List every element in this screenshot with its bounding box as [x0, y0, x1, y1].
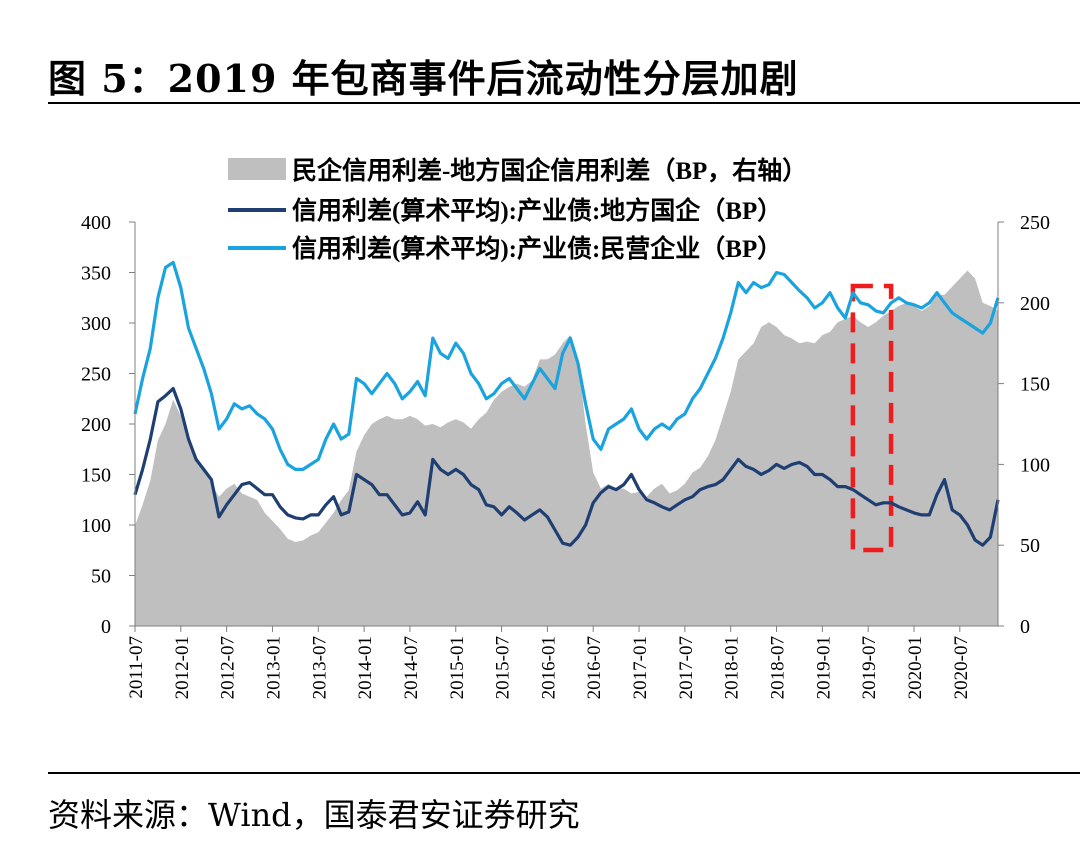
x-tick-label: 2014-01	[355, 636, 376, 699]
left-tick-label: 350	[81, 263, 111, 285]
legend-label: 信用利差(算术平均):产业债:民营企业（BP）	[292, 234, 782, 263]
x-tick-label: 2015-07	[493, 636, 514, 699]
x-tick-label: 2018-07	[768, 636, 789, 699]
legend: 民企信用利差-地方国企信用利差（BP，右轴） 信用利差(算术平均):产业债:地方国…	[228, 156, 807, 263]
series-lines-layer	[133, 260, 1000, 547]
x-tick-label: 2012-07	[218, 636, 239, 699]
left-tick-label: 300	[81, 313, 111, 335]
figure-title: 图 5：2019 年包商事件后流动性分层加剧	[48, 56, 799, 101]
spread-area-layer	[135, 270, 998, 626]
x-tick-label: 2012-01	[172, 636, 193, 699]
x-tick-label: 2014-07	[401, 636, 422, 699]
x-tick-label: 2016-07	[584, 636, 605, 699]
right-tick-label: 150	[1020, 374, 1050, 396]
legend-label: 民企信用利差-地方国企信用利差（BP，右轴）	[292, 156, 807, 185]
source-divider	[48, 772, 1080, 774]
spread-area	[135, 270, 998, 626]
right-tick-label: 250	[1020, 212, 1050, 234]
title-divider	[48, 102, 1080, 104]
private-spread-line	[133, 260, 1000, 471]
left-tick-label: 0	[101, 616, 111, 638]
left-tick-label: 100	[81, 515, 111, 537]
right-tick-label: 100	[1020, 454, 1050, 476]
x-tick-label: 2017-01	[630, 636, 651, 699]
source-note: 资料来源：Wind，国泰君安证券研究	[48, 796, 580, 834]
x-tick-label: 2018-01	[722, 636, 743, 699]
legend-label: 信用利差(算术平均):产业债:地方国企（BP）	[292, 196, 782, 225]
highlight-box	[850, 283, 894, 553]
x-tick-label: 2020-01	[905, 636, 926, 699]
highlight-layer	[850, 283, 894, 553]
x-tick-label: 2011-07	[126, 636, 147, 699]
right-tick-label: 50	[1020, 535, 1040, 557]
axes-layer: 0 50 100 150 200 250 300 350 400 0 50 100 150 200 250 2…	[81, 212, 1050, 699]
soe-spread-line	[133, 387, 1000, 547]
left-tick-label: 150	[81, 465, 111, 487]
x-tick-label: 2013-01	[263, 636, 284, 699]
x-tick-label: 2020-07	[951, 636, 972, 699]
left-tick-label: 50	[91, 566, 111, 588]
x-tick-label: 2015-01	[447, 636, 468, 699]
x-tick-label: 2019-07	[859, 636, 880, 699]
x-tick-label: 2019-01	[813, 636, 834, 699]
x-tick-label: 2017-07	[676, 636, 697, 699]
x-tick-label: 2016-01	[538, 636, 559, 699]
legend-swatch-area	[228, 158, 286, 180]
chart: 0 50 100 150 200 250 300 350 400 0 50 100 150 200 250 2…	[81, 156, 1050, 699]
x-tick-label: 2013-07	[309, 636, 330, 699]
right-tick-label: 0	[1020, 616, 1030, 638]
right-tick-label: 200	[1020, 293, 1050, 315]
left-tick-label: 250	[81, 364, 111, 386]
left-tick-label: 400	[81, 212, 111, 234]
left-tick-label: 200	[81, 414, 111, 436]
